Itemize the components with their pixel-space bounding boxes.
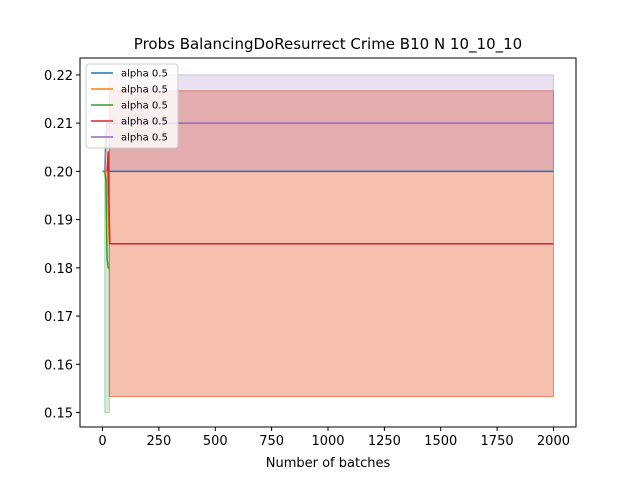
legend: alpha 0.5 alpha 0.5 alpha 0.5 alpha 0.5 alph… <box>85 63 179 149</box>
series-4-line <box>106 151 554 245</box>
x-tick-label: 500 <box>203 434 228 449</box>
y-axis-ticks: 0.15 0.16 0.17 0.18 0.19 0.20 0.21 0.22 <box>44 69 80 422</box>
y-tick-label: 0.16 <box>44 358 73 373</box>
legend-label: alpha 0.5 <box>121 133 168 144</box>
y-tick-label: 0.20 <box>44 165 73 180</box>
x-tick-label: 1500 <box>424 434 457 449</box>
y-tick-label: 0.21 <box>44 117 73 132</box>
y-tick-label: 0.19 <box>44 214 73 229</box>
x-axis-ticks: 0 250 500 750 1000 1250 1500 1750 2000 <box>98 427 570 449</box>
legend-label: alpha 0.5 <box>121 85 168 96</box>
y-tick-label: 0.17 <box>44 310 73 325</box>
legend-box <box>85 63 179 149</box>
chart-title: Probs BalancingDoResurrect Crime B10 N 1… <box>134 35 522 54</box>
x-tick-label: 1750 <box>481 434 514 449</box>
y-tick-label: 0.18 <box>44 262 73 277</box>
x-tick-label: 1250 <box>368 434 401 449</box>
series-lines <box>102 122 554 269</box>
legend-label: alpha 0.5 <box>121 69 168 80</box>
y-tick-label: 0.22 <box>44 69 73 84</box>
x-tick-label: 1000 <box>311 434 344 449</box>
legend-label: alpha 0.5 <box>121 101 168 112</box>
x-tick-label: 750 <box>259 434 284 449</box>
x-tick-label: 250 <box>146 434 171 449</box>
x-tick-label: 0 <box>98 434 106 449</box>
legend-label: alpha 0.5 <box>121 117 168 128</box>
series-3-line <box>102 170 110 269</box>
y-tick-label: 0.15 <box>44 407 73 422</box>
x-tick-label: 2000 <box>537 434 570 449</box>
x-axis-label: Number of batches <box>266 456 391 471</box>
